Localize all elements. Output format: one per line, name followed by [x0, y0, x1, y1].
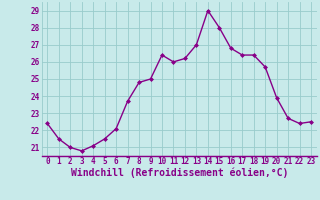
- X-axis label: Windchill (Refroidissement éolien,°C): Windchill (Refroidissement éolien,°C): [70, 168, 288, 178]
